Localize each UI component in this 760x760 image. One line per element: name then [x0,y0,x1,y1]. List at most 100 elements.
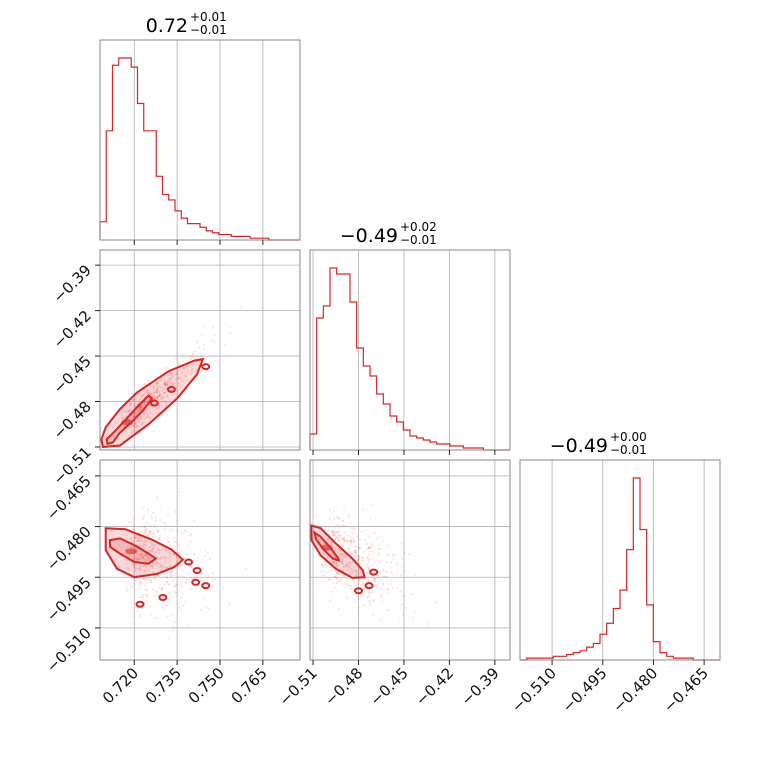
sample-point [150,551,153,554]
sample-point [146,392,149,395]
sample-point [355,554,358,558]
sample-point [341,537,345,540]
sample-point [156,574,159,578]
sample-point [346,540,349,543]
sample-point [139,405,142,408]
sample-point [158,379,162,382]
sample-point [166,540,169,543]
sample-point [170,379,173,382]
x-tick-label: −0.510 [508,664,560,716]
sample-point [143,544,146,547]
sample-point [175,583,178,586]
sample-point [134,567,137,570]
sample-point [124,410,127,413]
sample-point [120,417,123,420]
sample-point [347,550,351,553]
sample-point [167,380,170,383]
sample-point [381,583,384,586]
sample-point [144,565,148,568]
sample-point [344,578,348,581]
sample-point [366,571,369,574]
sample-point [328,533,331,536]
sample-point [367,580,370,583]
sample-point [130,431,134,435]
sample-point [342,565,345,568]
sample-point [161,586,164,590]
sample-point [135,425,138,428]
sample-point [140,536,143,539]
sample-point [166,537,169,540]
sample-point [139,544,142,547]
x-tick-label: −0.465 [660,664,712,716]
sample-point [392,554,395,557]
sample-point [386,542,389,546]
sample-point [140,530,143,533]
sample-point [192,563,195,566]
sample-point [177,376,180,379]
sample-point [155,388,158,391]
sample-point [170,372,174,375]
sample-point [165,381,168,385]
sample-point [143,577,146,580]
sample-point [338,549,342,552]
sample-point [373,579,376,582]
sample-point [184,581,187,584]
sample-point [379,561,382,564]
sample-point [341,519,344,522]
sample-point [163,382,167,386]
sample-point [146,581,149,584]
sample-point [168,545,171,548]
sample-point [193,552,196,555]
sample-point [150,548,153,551]
title-plus: +0.02 [400,220,437,234]
sample-point [184,375,188,378]
sample-point [367,546,370,550]
sample-point [210,339,213,342]
sample-point [133,425,136,428]
sample-point [152,523,156,527]
sample-point [334,535,337,538]
sample-point [139,415,142,418]
sample-point [261,306,264,310]
sample-point [153,547,156,550]
sample-point [354,569,357,572]
sample-point [377,552,381,555]
sample-point [155,407,158,410]
sample-point [386,553,389,557]
sample-point [335,515,338,518]
sample-point [386,581,389,584]
sample-point [168,373,171,377]
sample-point [352,566,356,569]
sample-point [327,538,330,541]
sample-point [156,574,160,577]
sample-point [145,588,149,591]
sample-point [133,528,137,532]
sample-point [369,546,372,550]
sample-point [175,386,178,389]
sample-point [190,569,193,572]
sample-point [187,364,190,368]
sample-point [331,533,334,536]
sample-point [342,537,345,540]
sample-point [324,528,327,531]
sample-point [171,570,174,573]
sample-point [148,557,151,560]
sample-point [142,598,145,601]
sample-point [336,576,340,579]
sample-point [168,564,172,567]
density-core [320,544,333,551]
sample-point [368,568,371,571]
sample-point [165,413,169,417]
sample-point [158,538,161,541]
sample-point [171,552,175,555]
sample-point [337,573,341,576]
sample-point [187,580,190,584]
sample-point [163,548,167,551]
sample-point [333,546,337,549]
sample-point [146,508,150,512]
sample-point [132,414,135,417]
sample-point [367,558,370,561]
sample-point [170,383,173,387]
sample-point [179,608,183,611]
sample-point [171,375,174,378]
